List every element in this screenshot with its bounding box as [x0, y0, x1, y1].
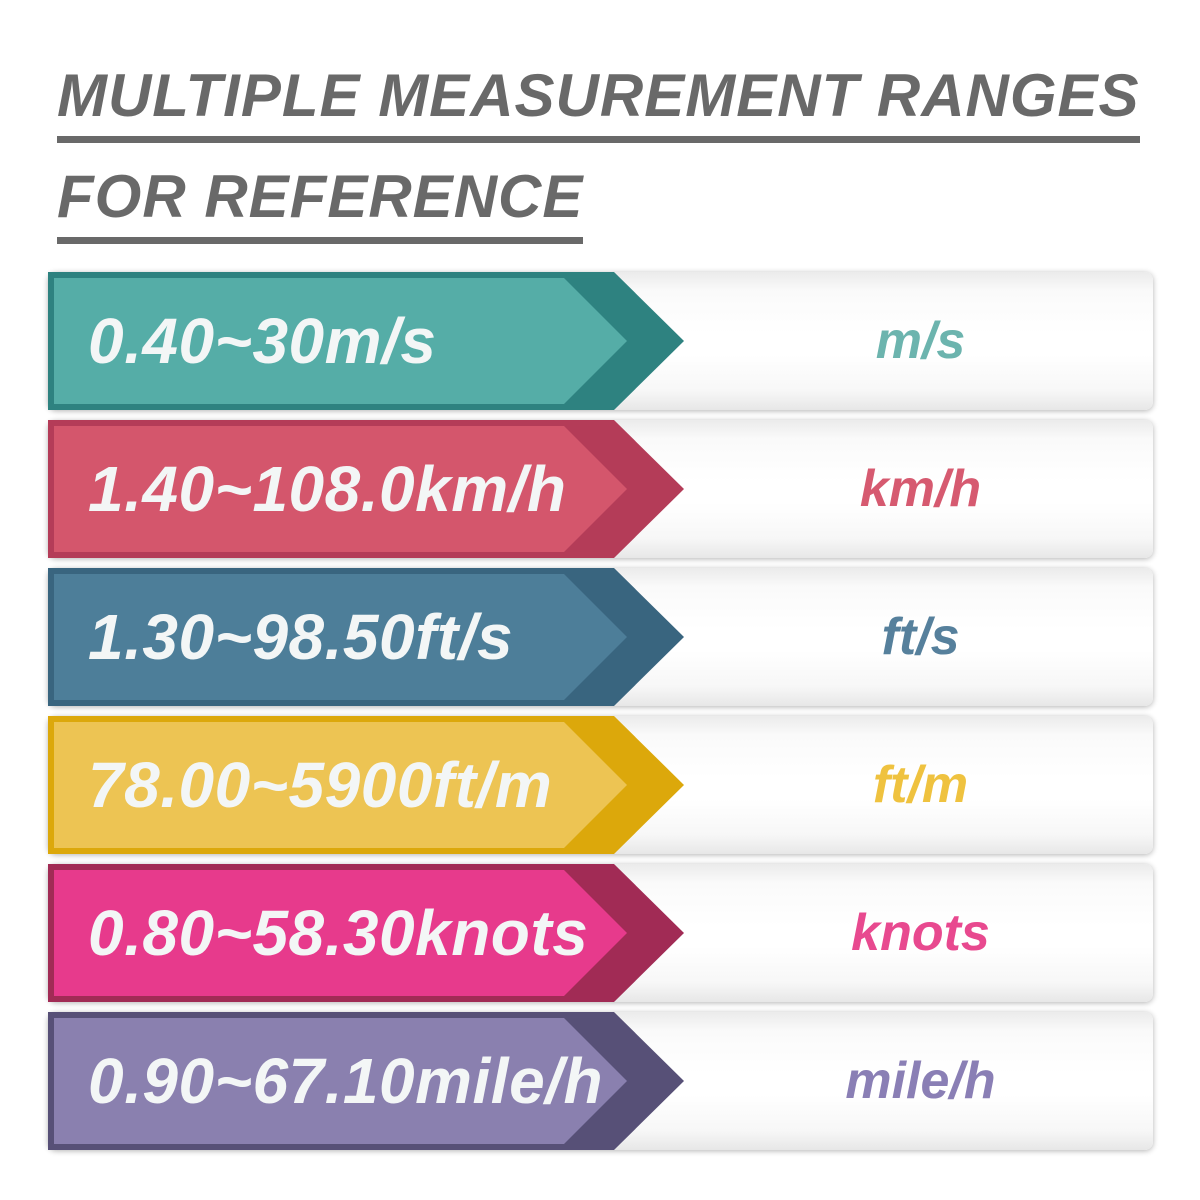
range-text: 0.90~67.10mile/h	[88, 1045, 604, 1117]
range-text: 0.80~58.30knots	[88, 897, 589, 969]
range-text: 78.00~5900ft/m	[88, 749, 553, 821]
unit-label: mile/h	[845, 1052, 996, 1110]
arrow-ribbon-icon	[54, 278, 627, 404]
unit-label: km/h	[859, 460, 982, 518]
arrow-ribbon-icon	[54, 1018, 627, 1144]
measurement-row-kmh: 1.40~108.0km/h km/h	[48, 420, 1153, 558]
range-text: 1.30~98.50ft/s	[88, 601, 514, 673]
page-title-line-1: MULTIPLE MEASUREMENT RANGES	[57, 64, 1140, 143]
arrow-ribbon-icon	[54, 722, 627, 848]
range-text: 1.40~108.0km/h	[88, 453, 567, 525]
measurement-row-fts: 1.30~98.50ft/s ft/s	[48, 568, 1153, 706]
arrow-ribbon-icon	[54, 426, 627, 552]
unit-label: knots	[851, 904, 990, 962]
arrow-ribbon-icon	[54, 574, 627, 700]
page-title-line-2: FOR REFERENCE	[57, 165, 584, 244]
unit-label: m/s	[875, 312, 966, 370]
page-title: MULTIPLE MEASUREMENT RANGES FOR REFERENC…	[57, 64, 1140, 244]
unit-label: ft/s	[881, 608, 960, 666]
measurement-row-ms: 0.40~30m/s m/s	[48, 272, 1153, 410]
arrow-ribbon-icon	[54, 870, 627, 996]
measurement-row-knots: 0.80~58.30knots knots	[48, 864, 1153, 1002]
unit-label: ft/m	[872, 756, 969, 814]
measurement-row-mileh: 0.90~67.10mile/h mile/h	[48, 1012, 1153, 1150]
measurement-ranges-list: 0.40~30m/s m/s 1.40~108.0km/h km/h 1.30~…	[48, 272, 1153, 1160]
measurement-row-ftm: 78.00~5900ft/m ft/m	[48, 716, 1153, 854]
range-text: 0.40~30m/s	[88, 305, 437, 377]
